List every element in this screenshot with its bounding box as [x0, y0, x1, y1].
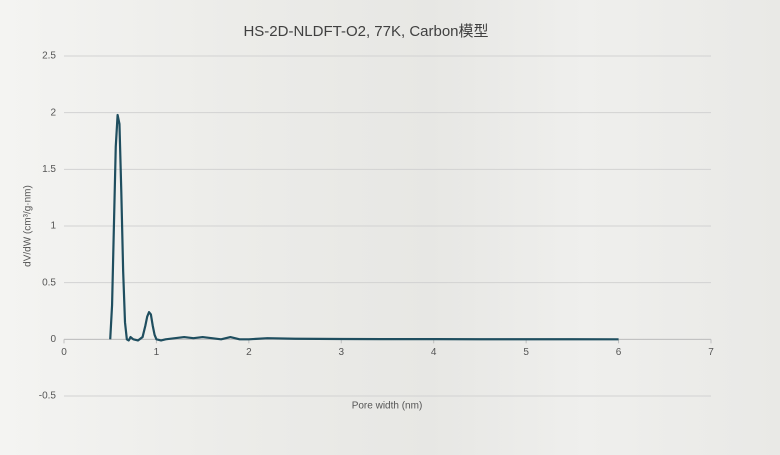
- y-tick-label: -0.5: [39, 391, 57, 402]
- data-line: [109, 113, 619, 342]
- x-tick-label: 7: [708, 347, 714, 358]
- x-tick-label: 2: [246, 347, 252, 358]
- y-tick-label: 1.5: [42, 164, 56, 175]
- chart-title: HS-2D-NLDFT-O2, 77K, Carbon模型: [243, 23, 488, 40]
- y-tick-label: 0: [50, 334, 56, 345]
- y-axis-title: dV/dW (cm³/g·nm): [23, 185, 34, 267]
- y-tick-label: 1: [50, 221, 56, 232]
- y-tick-label: 2.5: [42, 51, 56, 62]
- x-axis-title: Pore width (nm): [352, 401, 423, 412]
- x-tick-label: 4: [431, 347, 437, 358]
- x-tick-label: 3: [339, 347, 345, 358]
- x-tick-label: 5: [523, 347, 529, 358]
- x-tick-label: 1: [154, 347, 160, 358]
- y-tick-label: 2: [50, 107, 56, 118]
- x-tick-label: 0: [61, 347, 67, 358]
- y-tick-label: 0.5: [42, 277, 56, 288]
- x-tick-label: 6: [616, 347, 622, 358]
